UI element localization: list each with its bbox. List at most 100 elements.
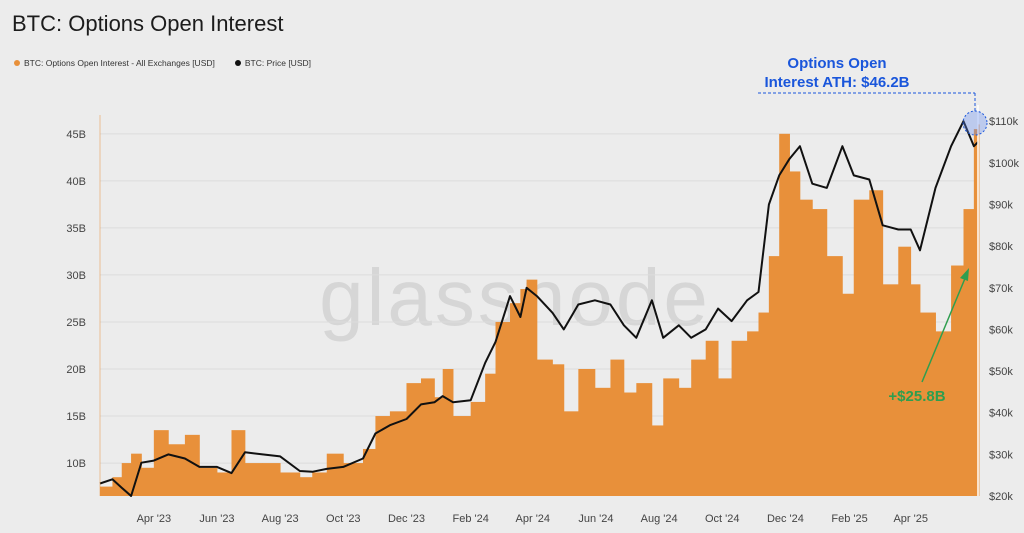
oi-bar bbox=[536, 359, 553, 496]
right-tick-label: $70k bbox=[989, 283, 1013, 295]
oi-bar bbox=[326, 453, 344, 496]
oi-bar bbox=[882, 284, 899, 496]
oi-bar bbox=[184, 434, 200, 496]
oi-bar bbox=[520, 289, 527, 496]
oi-bar bbox=[768, 256, 780, 496]
oi-bar bbox=[442, 369, 454, 496]
annotations: Options Open Interest ATH: $46.2B +$25.8… bbox=[758, 55, 988, 405]
oi-bar bbox=[935, 331, 952, 496]
oi-bar bbox=[910, 284, 921, 496]
oi-bar bbox=[216, 472, 232, 496]
right-tick-label: $50k bbox=[989, 366, 1013, 378]
oi-bar bbox=[636, 383, 653, 496]
legend-oi-label: BTC: Options Open Interest - All Exchang… bbox=[24, 58, 215, 68]
oi-bar bbox=[718, 378, 732, 496]
right-axis: $20k $30k $40k $50k $60k $70k $80k $90k $100k $11… bbox=[977, 105, 1019, 503]
x-tick-label: Oct '24 bbox=[705, 513, 740, 525]
oi-bar bbox=[651, 425, 664, 496]
x-tick-label: Feb '25 bbox=[831, 513, 867, 525]
oi-bar bbox=[951, 265, 964, 496]
oi-bar bbox=[362, 448, 376, 496]
left-tick-label: 15B bbox=[66, 411, 86, 423]
oi-bar bbox=[453, 416, 472, 496]
oi-bar bbox=[623, 392, 637, 496]
oi-bar bbox=[758, 312, 770, 496]
x-axis: Apr '23 Jun '23 Aug '23 Oct '23 Dec '23 Feb '… bbox=[137, 513, 928, 525]
oi-bar bbox=[898, 246, 912, 496]
oi-bar bbox=[495, 321, 511, 496]
oi-bar bbox=[963, 209, 975, 496]
right-tick-label: $100k bbox=[989, 158, 1019, 170]
oi-bar bbox=[853, 199, 870, 496]
left-tick-label: 30B bbox=[66, 270, 86, 282]
left-tick-label: 35B bbox=[66, 223, 86, 235]
x-tick-label: Apr '25 bbox=[893, 513, 928, 525]
increase-arrowhead bbox=[960, 268, 969, 281]
page-title: BTC: Options Open Interest bbox=[12, 11, 284, 36]
oi-bar bbox=[299, 477, 313, 496]
oi-bar bbox=[131, 453, 142, 496]
oi-bar bbox=[420, 378, 435, 496]
left-tick-label: 45B bbox=[66, 129, 86, 141]
x-tick-label: Jun '23 bbox=[199, 513, 234, 525]
oi-bar bbox=[705, 340, 719, 496]
oi-bar bbox=[747, 331, 759, 496]
x-tick-label: Feb '24 bbox=[452, 513, 488, 525]
oi-bar bbox=[141, 467, 155, 496]
left-tick-label: 20B bbox=[66, 364, 86, 376]
oi-bar bbox=[563, 411, 579, 496]
oi-bar bbox=[789, 171, 801, 496]
left-tick-label: 40B bbox=[66, 176, 86, 188]
right-tick-label: $30k bbox=[989, 449, 1013, 461]
oi-bar bbox=[678, 387, 692, 496]
x-tick-label: Jun '24 bbox=[578, 513, 613, 525]
ath-label-line2: Interest ATH: $46.2B bbox=[764, 74, 909, 91]
oi-bar bbox=[691, 359, 707, 496]
x-tick-label: Dec '23 bbox=[388, 513, 425, 525]
right-tick-label: $20k bbox=[989, 491, 1013, 503]
oi-bar bbox=[663, 378, 680, 496]
oi-bar bbox=[280, 472, 301, 496]
x-tick-label: Apr '24 bbox=[516, 513, 551, 525]
legend-item-oi[interactable]: BTC: Options Open Interest - All Exchang… bbox=[14, 58, 215, 68]
x-tick-label: Oct '23 bbox=[326, 513, 361, 525]
oi-bar bbox=[731, 340, 748, 496]
oi-bar bbox=[578, 369, 596, 496]
legend-price-dot bbox=[234, 60, 241, 66]
oi-bar bbox=[485, 373, 496, 496]
oi-bar bbox=[594, 387, 611, 496]
oi-bar bbox=[389, 411, 407, 496]
left-tick-label: 10B bbox=[66, 458, 86, 470]
ath-circle bbox=[962, 110, 988, 136]
oi-bar bbox=[343, 463, 364, 496]
oi-bar bbox=[552, 364, 565, 496]
oi-series bbox=[100, 124, 980, 496]
x-tick-label: Dec '24 bbox=[767, 513, 804, 525]
oi-bar bbox=[869, 190, 884, 496]
oi-bar bbox=[826, 256, 843, 496]
x-tick-label: Apr '23 bbox=[137, 513, 172, 525]
oi-bar bbox=[526, 279, 538, 496]
increase-label: +$25.8B bbox=[888, 388, 945, 405]
left-axis: 10B 15B 20B 25B 30B 35B 40B 45B bbox=[66, 115, 101, 496]
oi-bar bbox=[168, 444, 186, 496]
oi-bar bbox=[244, 463, 263, 496]
right-tick-label: $90k bbox=[989, 200, 1013, 212]
oi-bar bbox=[799, 199, 813, 496]
right-tick-label: $60k bbox=[989, 324, 1013, 336]
oi-bar bbox=[973, 129, 979, 496]
oi-bar bbox=[262, 463, 281, 496]
legend-item-price[interactable]: BTC: Price [USD] bbox=[234, 58, 311, 68]
oi-bar bbox=[312, 472, 328, 496]
oi-bar bbox=[510, 303, 521, 496]
oi-bar bbox=[779, 133, 790, 496]
oi-bar bbox=[470, 401, 486, 496]
oi-bar bbox=[112, 477, 123, 496]
price-line bbox=[99, 120, 979, 497]
right-tick-label: $110k bbox=[989, 116, 1019, 128]
x-tick-label: Aug '23 bbox=[262, 513, 299, 525]
oi-bar bbox=[153, 430, 169, 496]
left-tick-label: 25B bbox=[66, 317, 86, 329]
oi-bar bbox=[812, 209, 828, 496]
